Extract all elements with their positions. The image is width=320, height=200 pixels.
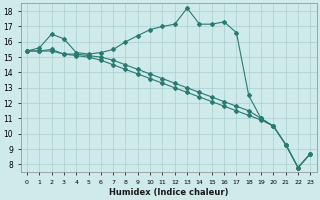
X-axis label: Humidex (Indice chaleur): Humidex (Indice chaleur) — [109, 188, 228, 197]
